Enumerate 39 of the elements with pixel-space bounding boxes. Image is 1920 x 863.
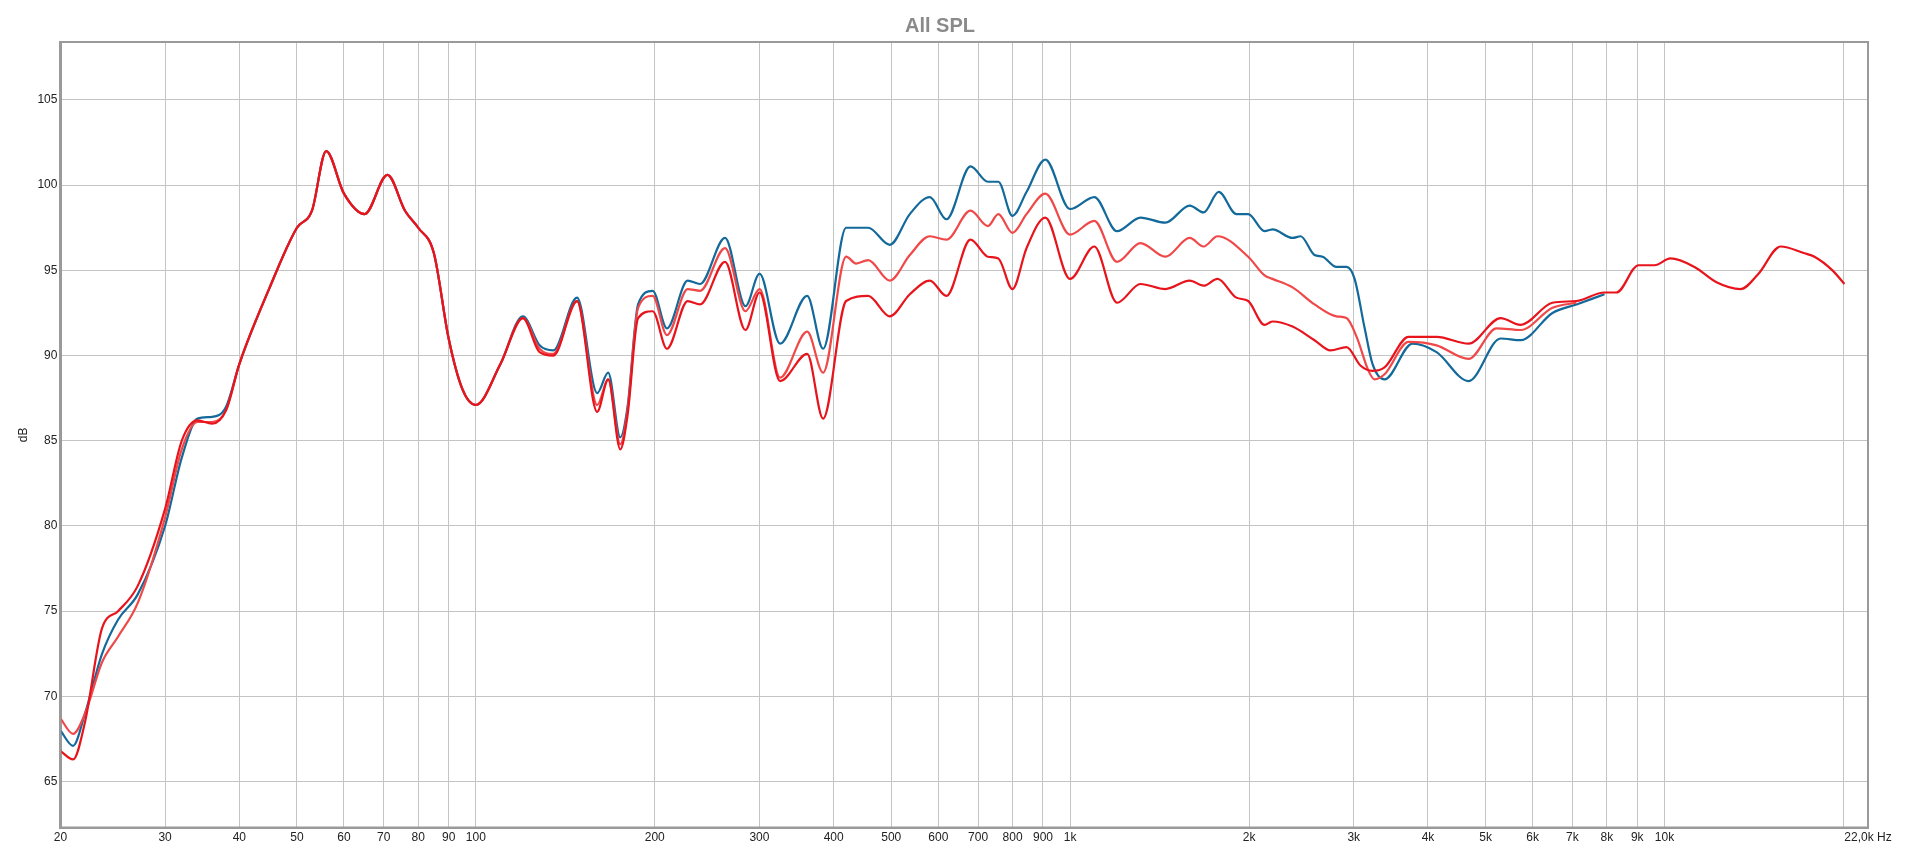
x-tick-label: 40 bbox=[232, 830, 247, 845]
y-tick-label: 85 bbox=[44, 433, 58, 448]
x-tick-label: 9k bbox=[1630, 830, 1645, 845]
chart-title: All SPL bbox=[904, 13, 976, 36]
x-tick-label: 800 bbox=[1002, 830, 1023, 845]
x-tick-label: 100 bbox=[465, 830, 487, 845]
y-tick-label: 80 bbox=[44, 518, 58, 533]
x-tick-label: 22,0k Hz bbox=[1844, 830, 1892, 845]
x-tick-label: 500 bbox=[881, 830, 902, 845]
x-tick-label: 2k bbox=[1242, 830, 1257, 845]
x-tick-label: 200 bbox=[644, 830, 666, 845]
x-tick-label: 3k bbox=[1347, 830, 1362, 845]
x-tick-label: 4k bbox=[1421, 830, 1436, 845]
x-tick-label: 6k bbox=[1526, 830, 1540, 845]
y-tick-label: 65 bbox=[44, 773, 58, 788]
x-tick-label: 60 bbox=[337, 830, 351, 845]
x-tick-label: 80 bbox=[411, 830, 426, 845]
x-tick-label: 5k bbox=[1479, 830, 1493, 845]
y-tick-label: 100 bbox=[37, 177, 58, 192]
x-tick-label: 50 bbox=[290, 830, 304, 845]
y-tick-label: 90 bbox=[44, 347, 58, 362]
x-tick-label: 1k bbox=[1063, 830, 1078, 845]
y-tick-label: 75 bbox=[44, 603, 58, 618]
x-tick-label: 70 bbox=[377, 830, 391, 845]
x-tick-label: 10k bbox=[1654, 830, 1676, 845]
x-tick-label: 7k bbox=[1566, 830, 1580, 845]
y-tick-label: 70 bbox=[44, 688, 58, 703]
x-tick-label: 90 bbox=[441, 830, 456, 845]
x-tick-label: 300 bbox=[749, 830, 770, 845]
x-tick-label: 700 bbox=[968, 830, 989, 845]
x-tick-label: 900 bbox=[1032, 830, 1054, 845]
y-axis-title: dB bbox=[15, 427, 30, 443]
x-tick-label: 8k bbox=[1600, 830, 1615, 845]
x-tick-label: 20 bbox=[53, 830, 68, 845]
x-tick-label: 30 bbox=[158, 830, 173, 845]
x-tick-label: 400 bbox=[823, 830, 844, 845]
x-tick-label: 600 bbox=[928, 830, 949, 845]
y-tick-label: 95 bbox=[44, 262, 58, 277]
y-tick-label: 105 bbox=[37, 92, 58, 107]
